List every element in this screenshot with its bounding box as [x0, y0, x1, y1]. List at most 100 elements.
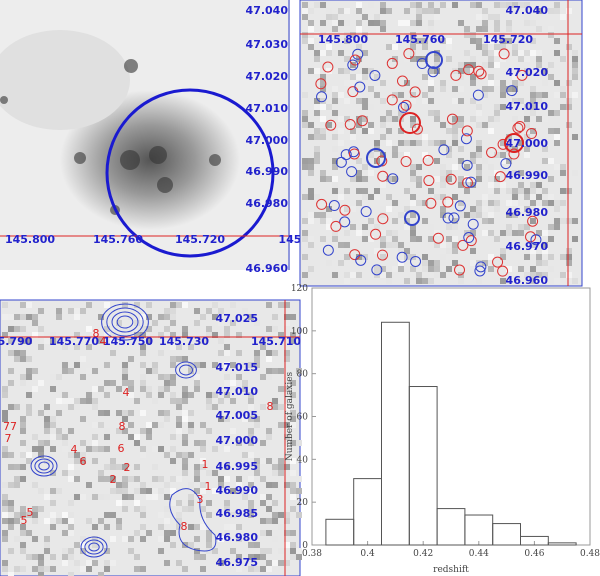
- pixel: [272, 464, 278, 470]
- pixel: [128, 392, 134, 398]
- pixel: [290, 416, 296, 422]
- pixel: [128, 410, 134, 416]
- pixel: [38, 572, 44, 576]
- source-circle: [370, 228, 382, 240]
- pixel: [170, 302, 176, 308]
- pixel: [446, 248, 452, 254]
- pixel: [194, 524, 200, 530]
- pixel: [512, 74, 518, 80]
- pixel: [344, 206, 350, 212]
- y-coord-label: 46.970: [506, 240, 549, 253]
- pixel: [272, 326, 278, 332]
- pixel: [32, 446, 38, 452]
- pixel: [560, 254, 566, 260]
- pixel: [158, 314, 164, 320]
- pixel: [536, 230, 542, 236]
- pixel: [386, 176, 392, 182]
- pixel: [176, 518, 182, 524]
- source-circle: [339, 204, 351, 216]
- pixel: [320, 134, 326, 140]
- pixel: [284, 560, 290, 566]
- pixel: [554, 278, 560, 284]
- pixel: [248, 482, 254, 488]
- pixel: [164, 410, 170, 416]
- pixel: [32, 332, 38, 338]
- pixel: [494, 2, 500, 8]
- pixel: [14, 512, 20, 518]
- object-marker: 6: [118, 442, 125, 455]
- pixel: [182, 416, 188, 422]
- pixel: [152, 398, 158, 404]
- contour: [175, 361, 197, 379]
- pixel: [530, 194, 536, 200]
- pixel: [266, 566, 272, 572]
- pixel: [236, 488, 242, 494]
- pixel: [380, 134, 386, 140]
- pixel: [152, 494, 158, 500]
- pixel: [344, 116, 350, 122]
- pixel: [92, 560, 98, 566]
- pixel: [314, 32, 320, 38]
- pixel: [542, 242, 548, 248]
- pixel: [554, 8, 560, 14]
- pixel: [470, 62, 476, 68]
- pixel: [140, 410, 146, 416]
- pixel: [308, 134, 314, 140]
- pixel: [2, 512, 8, 518]
- y-coord-label: 47.030: [246, 38, 289, 51]
- pixel: [236, 392, 242, 398]
- pixel: [212, 332, 218, 338]
- pixel: [218, 416, 224, 422]
- pixel: [560, 56, 566, 62]
- source-circle: [446, 113, 458, 125]
- y-coord-label: 47.020: [246, 70, 289, 83]
- pixel: [254, 422, 260, 428]
- pixel: [266, 560, 272, 566]
- pixel: [206, 542, 212, 548]
- star: [74, 152, 86, 164]
- pixel: [140, 524, 146, 530]
- pixel: [518, 188, 524, 194]
- pixel: [236, 440, 242, 446]
- pixel: [476, 206, 482, 212]
- source-circle: [442, 212, 454, 224]
- pixel: [482, 8, 488, 14]
- pixel: [380, 20, 386, 26]
- pixel: [2, 452, 8, 458]
- pixel: [62, 434, 68, 440]
- pixel: [254, 470, 260, 476]
- bar: [408, 386, 438, 546]
- pixel: [266, 494, 272, 500]
- pixel: [212, 392, 218, 398]
- pixel: [212, 404, 218, 410]
- pixel: [266, 482, 272, 488]
- star: [209, 154, 221, 166]
- pixel: [284, 386, 290, 392]
- pixel: [38, 326, 44, 332]
- pixel: [44, 404, 50, 410]
- pixel: [380, 2, 386, 8]
- pixel: [32, 368, 38, 374]
- pixel: [134, 332, 140, 338]
- pixel: [212, 488, 218, 494]
- pixel: [14, 314, 20, 320]
- pixel: [122, 536, 128, 542]
- pixel: [386, 140, 392, 146]
- pixel: [302, 164, 308, 170]
- pixel: [8, 452, 14, 458]
- pixel: [440, 182, 446, 188]
- pixel: [170, 488, 176, 494]
- pixel: [428, 20, 434, 26]
- object-marker: 5: [27, 506, 34, 519]
- pixel: [332, 26, 338, 32]
- pixel: [386, 272, 392, 278]
- pixel: [428, 236, 434, 242]
- pixel: [176, 416, 182, 422]
- pixel: [224, 380, 230, 386]
- pixel: [548, 128, 554, 134]
- pixel: [200, 314, 206, 320]
- pixel: [476, 110, 482, 116]
- pixel: [332, 68, 338, 74]
- source-circle: [530, 234, 542, 246]
- pixel: [524, 116, 530, 122]
